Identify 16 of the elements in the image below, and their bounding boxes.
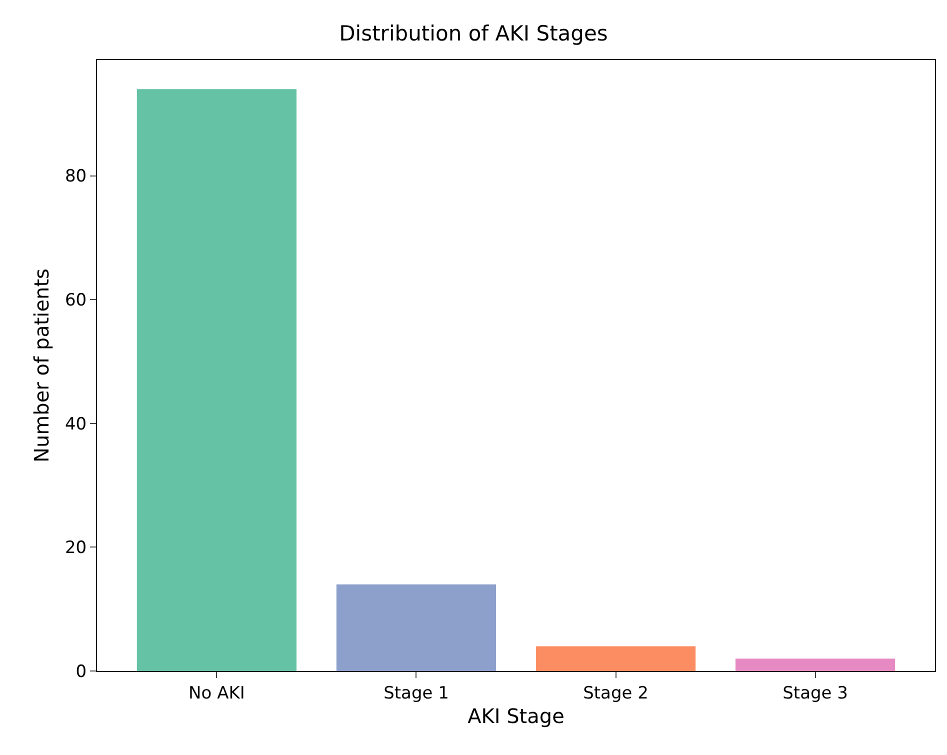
y-tick-label: 60 [64,290,87,311]
bar [735,658,896,671]
y-tick-label: 20 [64,538,87,558]
y-tick-label: 0 [76,662,87,682]
x-tick-label: Stage 3 [782,683,848,704]
chart-title: Distribution of AKI Stages [339,21,608,46]
x-tick-label: No AKI [188,683,245,704]
bar [536,646,696,671]
bar [136,89,297,671]
x-axis-title: AKI Stage [468,704,564,728]
y-axis-title: Number of patients [29,268,54,462]
y-tick-label: 40 [64,414,87,434]
y-tick-label: 80 [64,166,87,187]
x-tick-label: Stage 2 [583,683,648,704]
bar [336,584,496,671]
x-tick-label: Stage 1 [384,683,449,704]
